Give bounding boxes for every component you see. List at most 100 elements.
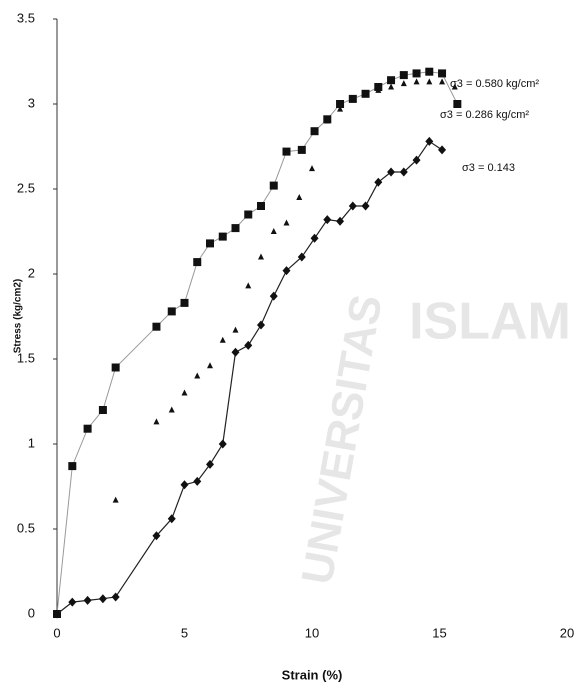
series-label: σ3 = 0.286 kg/cm²: [440, 109, 529, 121]
x-tick-label: 15: [432, 625, 446, 640]
marker: [451, 83, 458, 90]
marker: [413, 78, 420, 85]
y-tick-label: 0.5: [17, 520, 35, 535]
marker: [180, 480, 189, 490]
marker: [219, 336, 226, 343]
marker: [310, 127, 319, 136]
marker: [309, 165, 315, 172]
marker: [375, 86, 382, 93]
y-tick-label: 2.5: [17, 180, 35, 195]
marker: [83, 595, 92, 605]
watermark: ISLAM: [409, 293, 571, 351]
marker: [193, 476, 202, 486]
marker: [337, 105, 344, 112]
marker: [425, 67, 434, 76]
marker: [112, 496, 119, 503]
marker: [336, 216, 345, 226]
marker: [193, 258, 202, 267]
marker: [387, 76, 396, 85]
marker: [68, 597, 77, 607]
y-tick-label: 1: [28, 435, 35, 450]
marker: [387, 167, 396, 177]
marker: [68, 462, 77, 471]
marker: [258, 253, 264, 260]
marker: [425, 136, 434, 146]
marker: [244, 340, 253, 350]
marker: [399, 71, 408, 80]
marker: [167, 514, 176, 524]
series-label: σ3 = 0.143: [462, 162, 515, 174]
marker: [269, 181, 278, 190]
marker: [348, 201, 357, 211]
y-axis-label: Stress (kg/cm2): [13, 279, 24, 353]
marker: [297, 252, 306, 262]
y-tick-label: 1.5: [17, 350, 35, 365]
marker: [361, 201, 370, 211]
x-axis-label: Strain (%): [282, 667, 343, 682]
y-tick-label: 3.5: [17, 10, 35, 25]
marker: [244, 210, 253, 219]
series-line: [56, 71, 458, 615]
marker: [283, 219, 290, 226]
y-tick-label: 2: [28, 265, 35, 280]
x-tick-label: 0: [53, 625, 60, 640]
marker: [180, 298, 189, 307]
marker: [111, 363, 120, 372]
marker: [412, 69, 421, 78]
marker: [282, 266, 291, 276]
marker: [324, 117, 331, 124]
marker: [296, 194, 303, 200]
marker: [231, 347, 240, 357]
marker: [349, 95, 356, 102]
marker: [374, 177, 383, 187]
marker: [269, 291, 278, 301]
marker: [297, 145, 306, 154]
marker: [206, 459, 214, 469]
y-tick-label: 0: [28, 605, 35, 620]
marker: [83, 424, 92, 433]
marker: [400, 80, 407, 87]
marker: [399, 167, 408, 177]
marker: [194, 372, 201, 379]
marker: [168, 406, 175, 413]
marker: [323, 215, 332, 225]
marker: [232, 326, 239, 333]
marker: [153, 418, 160, 425]
marker: [438, 69, 447, 78]
marker: [438, 145, 447, 155]
marker: [53, 609, 61, 619]
marker: [111, 592, 120, 602]
marker: [270, 228, 277, 234]
marker: [282, 147, 291, 156]
watermark: UNIVERSITAS: [293, 291, 392, 588]
marker: [167, 307, 176, 316]
marker: [231, 224, 240, 233]
marker: [98, 406, 107, 414]
series-label: σ3 = 0.580 kg/cm²: [450, 78, 539, 90]
marker: [218, 232, 227, 241]
series-line: [56, 140, 443, 615]
marker: [207, 362, 213, 369]
marker: [412, 155, 421, 165]
marker: [152, 322, 161, 331]
marker: [336, 100, 345, 108]
marker: [206, 239, 214, 248]
marker: [257, 320, 265, 330]
marker: [152, 531, 161, 541]
marker: [439, 78, 446, 85]
marker: [310, 233, 319, 243]
marker: [388, 83, 395, 90]
marker: [181, 389, 188, 396]
marker: [362, 90, 369, 97]
marker: [98, 594, 107, 604]
marker: [218, 439, 227, 449]
x-tick-label: 20: [560, 625, 574, 640]
marker: [453, 100, 462, 108]
marker: [257, 202, 265, 210]
x-tick-label: 10: [305, 625, 319, 640]
y-tick-label: 3: [28, 95, 35, 110]
marker: [426, 78, 433, 85]
x-tick-label: 5: [181, 625, 188, 640]
marker: [245, 282, 252, 289]
